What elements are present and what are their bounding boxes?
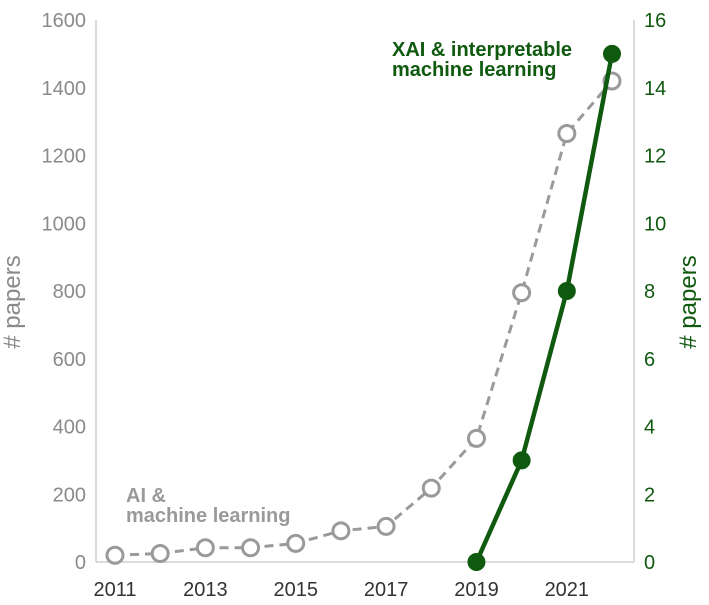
series-ai-line xyxy=(114,79,614,557)
series-xai-point xyxy=(603,44,621,63)
annotation-xai-line-1: XAI & interpretable xyxy=(392,39,572,61)
annotation-xai-line-2: machine learning xyxy=(392,59,557,81)
series-ai-point xyxy=(557,123,577,143)
series-ai-point xyxy=(286,533,306,553)
right-y-tick-label: 12 xyxy=(644,146,666,168)
right-y-tick-label: 8 xyxy=(644,281,655,303)
left-y-tick-label: 0 xyxy=(75,552,86,574)
right-y-axis-label: # papers xyxy=(675,255,702,348)
series-ai-machine-learning xyxy=(105,71,622,565)
series-ai-point xyxy=(241,538,261,558)
x-tick-label: 2011 xyxy=(93,579,136,601)
series-xai-line xyxy=(474,53,615,563)
series-ai-point xyxy=(376,516,396,536)
series-ai-point xyxy=(150,544,170,564)
series-ai-point xyxy=(466,428,486,448)
left-y-tick-label: 800 xyxy=(53,281,86,303)
right-y-tick-label: 2 xyxy=(644,484,655,506)
series-ai-point xyxy=(331,521,351,541)
left-y-tick-label: 1200 xyxy=(42,146,87,168)
x-tick-label: 2017 xyxy=(364,579,409,601)
left-y-tick-label: 200 xyxy=(53,484,86,506)
right-y-tick-label: 4 xyxy=(644,417,655,439)
series-xai-point xyxy=(467,553,486,571)
series-xai-point xyxy=(557,282,576,300)
right-y-tick-label: 6 xyxy=(644,349,655,371)
x-tick-label: 2015 xyxy=(273,579,318,601)
right-y-tick-label: 14 xyxy=(644,78,666,100)
series-ai-point xyxy=(195,538,215,558)
series-ai-point xyxy=(421,478,441,498)
left-y-axis-label: # papers xyxy=(0,255,26,348)
x-tick-label: 2013 xyxy=(183,579,228,601)
x-tick-label: 2019 xyxy=(454,579,499,601)
left-y-tick-label: 1400 xyxy=(42,78,87,100)
right-y-tick-label: 16 xyxy=(644,10,666,32)
left-y-tick-label: 1600 xyxy=(42,10,87,32)
series-xai-point xyxy=(512,451,531,470)
left-y-tick-label: 400 xyxy=(53,417,86,439)
x-axis-ticks: 2011 2013 2015 2017 2019 2021 xyxy=(93,579,589,601)
plot-frame xyxy=(95,20,635,563)
right-y-tick-label: 0 xyxy=(644,552,655,574)
x-tick-label: 2021 xyxy=(545,579,590,601)
annotation-ai-line-2: machine learning xyxy=(126,505,291,527)
series-ai-point xyxy=(105,545,125,565)
right-y-tick-label: 10 xyxy=(644,213,666,235)
series-xai-interpretable xyxy=(467,44,621,571)
right-y-axis-ticks: 0 2 4 6 8 10 12 14 16 xyxy=(644,10,666,574)
annotation-ai-line-1: AI & xyxy=(126,485,166,507)
series-ai-point xyxy=(512,283,532,303)
left-y-axis-ticks: 0 200 400 600 800 1000 1200 1400 1600 xyxy=(42,10,87,574)
left-y-tick-label: 600 xyxy=(53,349,86,371)
left-y-tick-label: 1000 xyxy=(42,213,87,235)
